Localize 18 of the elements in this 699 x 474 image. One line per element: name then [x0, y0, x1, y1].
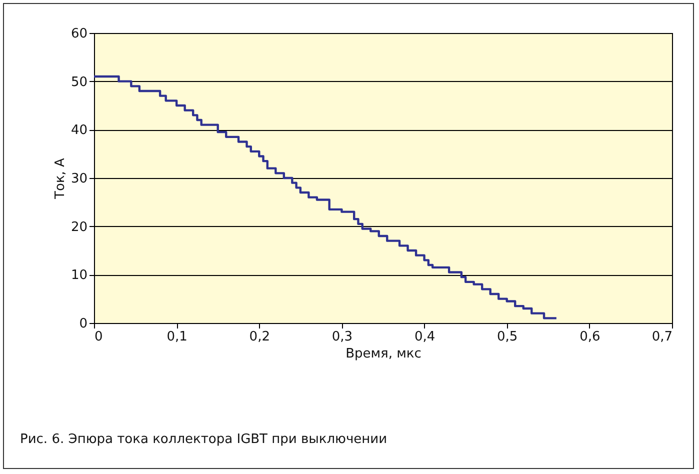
y-tick-label: 20 [70, 220, 88, 235]
y-tick-label: 40 [70, 123, 88, 138]
x-tick-label: 0,2 [249, 330, 270, 344]
y-tick-label: 60 [70, 26, 88, 42]
y-axis-title: Ток, А [52, 158, 68, 200]
text: Рис. 6. Эпюра тока коллектора IGBT при выключении [20, 432, 388, 447]
x-axis-title: Время, мкс [346, 346, 422, 362]
x-tick-label: 0,4 [414, 330, 436, 344]
y-tick-label: 0 [79, 316, 88, 332]
x-tick-label: 0,7 [652, 330, 672, 344]
x-tick-label: 0,3 [332, 330, 353, 344]
x-tick-label: 0,6 [580, 330, 600, 344]
x-tick-label: 0,5 [497, 330, 518, 344]
x-tick-label: 0 [94, 330, 103, 344]
x-tick-label: 0,1 [166, 330, 188, 344]
y-tick-label: 30 [70, 172, 88, 186]
y-tick-label: 10 [70, 268, 88, 284]
y-tick-label: 50 [70, 74, 88, 90]
